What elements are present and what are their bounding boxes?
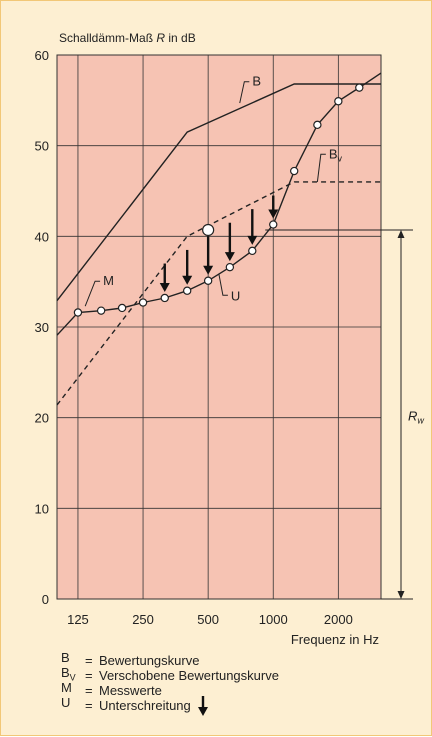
legend-item-u: U = Unterschreitung [61, 695, 279, 716]
legend-text: Verschobene Bewertungskurve [99, 668, 279, 683]
y-tick-label: 40 [35, 229, 49, 244]
data-point [334, 97, 343, 106]
data-point [73, 308, 83, 317]
legend: B = Bewertungskurve BV = Verschobene Bew… [61, 650, 279, 716]
legend-equals: = [85, 683, 93, 698]
series-line-b [56, 83, 381, 302]
x-tick-label: 1000 [259, 612, 288, 627]
y-tick-label: 0 [42, 592, 49, 607]
y-tick-label: 10 [35, 501, 49, 516]
y-tick-label: 50 [35, 139, 49, 154]
x-tick-label: 125 [67, 612, 89, 627]
legend-text: Messwerte [99, 683, 162, 698]
data-point [117, 303, 127, 313]
legend-key: U [61, 695, 71, 711]
rw-arrow-bottom [397, 591, 405, 599]
data-point [269, 220, 278, 229]
legend-text: Unterschreitung [99, 698, 191, 713]
legend-key: BV [61, 665, 76, 683]
legend-item-b: B = Bewertungskurve [61, 650, 279, 668]
data-point [203, 276, 213, 285]
data-point [96, 306, 106, 315]
shortfall-arrow-head [224, 252, 235, 262]
y-tick-label: 20 [35, 411, 49, 426]
series-line-bv [56, 181, 381, 406]
series-label-m: M [103, 273, 114, 288]
data-point [160, 293, 169, 303]
legend-key: B [61, 650, 70, 666]
x-tick-label: 250 [132, 612, 154, 627]
x-tick-label: 2000 [324, 612, 353, 627]
rw-arrow-top [397, 229, 405, 238]
x-axis-title: Frequenz in Hz [291, 632, 379, 647]
series-label-bv: Bv [329, 146, 343, 163]
shortfall-label-u: U [231, 288, 240, 303]
shortfall-arrow-head [159, 282, 170, 292]
series-label-m-leader [84, 280, 101, 307]
data-point [182, 286, 192, 295]
data-point [248, 246, 257, 256]
legend-item-m: M = Messwerte [61, 680, 279, 698]
series-label-b: B [252, 74, 261, 89]
y-axis-title: Schalldämm-Maß R in dB [59, 31, 196, 45]
shortfall-arrow-head [182, 275, 193, 285]
data-point [225, 262, 235, 272]
shortfall-arrow-head [268, 209, 279, 219]
series-label-b-leader [239, 81, 250, 104]
down-arrow-icon [197, 695, 208, 716]
rw-label: Rw [408, 409, 424, 426]
legend-equals: = [85, 698, 93, 713]
legend-equals: = [85, 668, 93, 683]
data-point [355, 83, 364, 92]
series-label-bv-leader [316, 153, 326, 182]
shortfall-arrow-head [247, 235, 258, 245]
legend-key: M [61, 680, 72, 696]
y-tick-label: 60 [35, 48, 49, 63]
shortfall-arrow-head [203, 265, 214, 275]
legend-equals: = [85, 653, 93, 668]
data-point [138, 298, 148, 307]
data-point [289, 166, 299, 176]
legend-item-bv: BV = Verschobene Bewertungskurve [61, 665, 279, 683]
data-point [313, 120, 322, 130]
y-tick-label: 30 [35, 320, 49, 335]
legend-text: Bewertungskurve [99, 653, 200, 668]
reference-point [202, 223, 215, 237]
shortfall-label-u-leader [218, 273, 228, 296]
x-tick-label: 500 [197, 612, 219, 627]
